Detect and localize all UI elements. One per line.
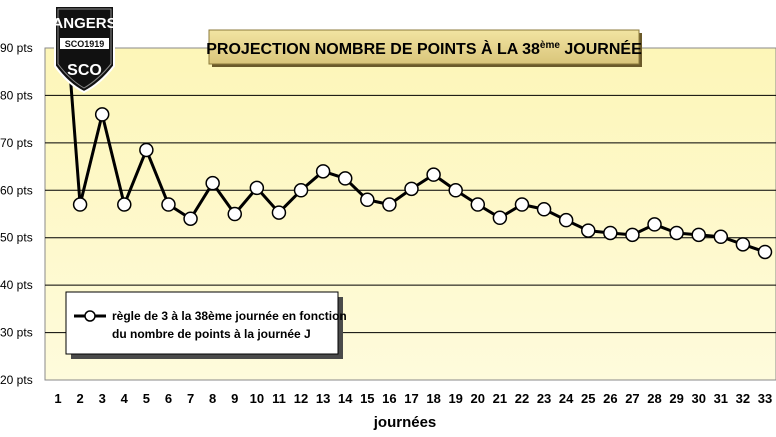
x-tick-label: 16 [382, 391, 396, 406]
x-tick-label: 12 [294, 391, 308, 406]
x-tick-label: 21 [493, 391, 507, 406]
logo-text-mid: SCO1919 [65, 39, 105, 49]
x-tick-label: 29 [669, 391, 683, 406]
data-point [271, 205, 287, 220]
data-point [161, 197, 176, 212]
legend-label-line2: du nombre de points à la journée J [112, 327, 311, 341]
y-tick-label: 90 pts [0, 41, 33, 55]
x-tick-label: 2 [76, 391, 83, 406]
x-tick-label: 10 [250, 391, 264, 406]
data-point [581, 223, 596, 238]
x-tick-label: 1 [54, 391, 61, 406]
data-point [470, 197, 486, 212]
x-tick-label: 9 [231, 391, 238, 406]
data-point [139, 142, 154, 158]
x-tick-label: 25 [581, 391, 595, 406]
x-tick-label: 11 [272, 391, 286, 406]
x-axis-label: journées [373, 414, 437, 431]
legend-marker-sample [84, 310, 96, 322]
chart-title-superscript: ème [540, 40, 560, 51]
y-tick-label: 70 pts [0, 136, 33, 150]
data-point [94, 107, 110, 122]
x-tick-label: 20 [471, 391, 485, 406]
chart-title-end: JOURNÉE [560, 39, 642, 58]
x-tick-label: 5 [143, 391, 150, 406]
x-tick-label: 19 [448, 391, 462, 406]
data-point [757, 244, 773, 260]
x-tick-label: 18 [426, 391, 440, 406]
data-point [558, 212, 574, 228]
x-tick-label: 22 [515, 391, 529, 406]
legend: règle de 3 à la 38ème journée en fonctio… [65, 291, 347, 359]
x-tick-label: 6 [165, 391, 172, 406]
chart-title: PROJECTION NOMBRE DE POINTS À LA 38ème J… [206, 39, 642, 58]
chart-title-main: PROJECTION NOMBRE DE POINTS À LA 38 [206, 39, 540, 58]
x-tick-label: 17 [404, 391, 418, 406]
x-tick-label: 15 [360, 391, 374, 406]
x-tick-label: 23 [537, 391, 551, 406]
data-point [360, 192, 375, 208]
x-tick-label: 28 [647, 391, 661, 406]
logo-text-bottom: SCO [67, 62, 102, 79]
x-tick-label: 4 [121, 391, 129, 406]
club-logo: ANGERS SCO1919 SCO [52, 5, 117, 94]
data-point [117, 197, 132, 212]
chart-title-box: PROJECTION NOMBRE DE POINTS À LA 38ème J… [206, 29, 642, 67]
data-point [183, 211, 198, 226]
x-tick-label: 7 [187, 391, 194, 406]
x-tick-label: 31 [714, 391, 728, 406]
data-point [669, 225, 684, 241]
data-point [426, 167, 441, 182]
data-point [625, 227, 640, 243]
y-tick-label: 50 pts [0, 231, 33, 245]
x-tick-label: 30 [691, 391, 705, 406]
x-tick-label: 33 [758, 391, 772, 406]
data-point [448, 183, 463, 198]
data-point [227, 206, 242, 222]
data-point [337, 171, 353, 186]
data-point [382, 197, 397, 212]
y-tick-label: 40 pts [0, 278, 33, 292]
y-tick-label: 20 pts [0, 373, 33, 387]
data-point [647, 217, 662, 232]
x-tick-label: 26 [603, 391, 617, 406]
data-point [315, 164, 331, 179]
y-tick-label: 30 pts [0, 326, 33, 340]
data-point [404, 181, 419, 197]
data-point [492, 210, 508, 226]
logo-text-top: ANGERS [52, 15, 116, 32]
data-point [72, 197, 88, 212]
x-tick-label: 32 [736, 391, 750, 406]
x-tick-label: 27 [625, 391, 639, 406]
legend-label-line1: règle de 3 à la 38ème journée en fonctio… [112, 309, 347, 323]
data-point [713, 229, 729, 245]
data-point [691, 227, 706, 243]
y-tick-label: 80 pts [0, 88, 33, 102]
x-tick-label: 24 [559, 391, 574, 406]
data-point [603, 225, 618, 241]
data-point [735, 237, 751, 252]
x-tick-label: 14 [338, 391, 353, 406]
data-point [249, 180, 265, 196]
y-axis: 20 pts 30 pts 40 pts 50 pts 60 pts 70 pts 80 p… [0, 41, 33, 387]
x-axis: 1 2 3 4 5 6 7 8 9 10 11 12 13 14 15 16 17 18 19 20 21 22 23 24 2… [54, 391, 772, 406]
y-tick-label: 60 pts [0, 183, 33, 197]
data-point [536, 202, 552, 217]
data-point [293, 183, 309, 198]
x-tick-label: 13 [316, 391, 330, 406]
data-point [514, 197, 530, 212]
x-tick-label: 8 [209, 391, 216, 406]
series-markers [72, 107, 773, 260]
data-point [205, 175, 220, 191]
x-tick-label: 3 [99, 391, 106, 406]
